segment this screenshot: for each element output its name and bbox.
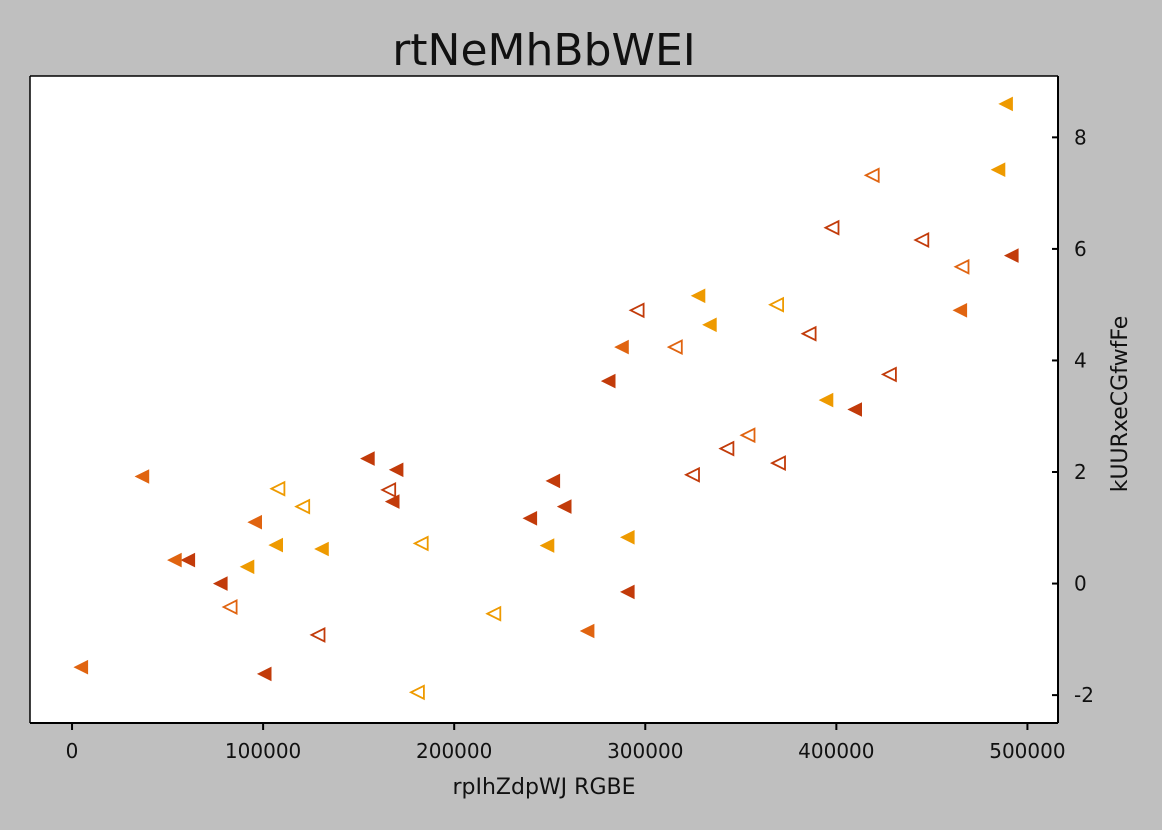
- data-point: [556, 499, 572, 514]
- x-tick-label: 200000: [416, 739, 492, 763]
- data-point: [683, 466, 700, 483]
- data-point: [628, 302, 645, 319]
- data-point: [768, 296, 784, 313]
- x-tick-label: 500000: [989, 739, 1065, 763]
- data-point: [818, 392, 834, 408]
- data-point: [522, 510, 538, 526]
- x-tick-label: 0: [66, 739, 79, 763]
- data-point: [998, 96, 1013, 112]
- data-points: [73, 96, 1019, 701]
- data-point: [690, 288, 706, 304]
- data-point: [539, 538, 555, 553]
- data-point: [614, 339, 629, 355]
- y-tick-label: 4: [1074, 348, 1087, 372]
- data-point: [800, 325, 817, 342]
- data-point: [247, 514, 262, 530]
- chart-title: rtNeMhBbWEI: [392, 25, 696, 76]
- x-tick-label: 100000: [225, 739, 301, 763]
- data-point: [545, 473, 561, 489]
- data-point: [702, 317, 717, 333]
- x-tick-label: 400000: [798, 739, 874, 763]
- data-point: [73, 659, 89, 675]
- data-point: [880, 366, 897, 383]
- data-point: [221, 599, 238, 615]
- data-point: [739, 427, 756, 444]
- data-point: [718, 440, 735, 457]
- x-ticks: 0 100000 200000 300000 400000 500000: [66, 723, 1066, 763]
- data-point: [408, 684, 425, 701]
- data-point: [863, 167, 880, 184]
- x-axis-label: rpIhZdpWJ RGBE: [452, 775, 635, 800]
- data-point: [666, 339, 683, 356]
- data-point: [256, 666, 272, 682]
- data-point: [485, 605, 502, 622]
- y-tick-label: 2: [1074, 460, 1087, 484]
- data-point: [380, 481, 397, 498]
- data-point: [913, 232, 930, 248]
- data-point: [823, 219, 840, 236]
- data-point: [600, 373, 616, 389]
- x-tick-label: 300000: [607, 739, 683, 763]
- data-point: [309, 626, 326, 643]
- plot-area: [30, 76, 1058, 723]
- data-point: [579, 623, 595, 639]
- data-point: [388, 462, 404, 478]
- data-point: [847, 402, 862, 417]
- data-point: [412, 535, 429, 552]
- data-point: [769, 455, 786, 472]
- data-point: [294, 498, 311, 515]
- data-point: [239, 559, 255, 575]
- data-point: [1003, 248, 1019, 263]
- data-point: [952, 302, 968, 318]
- y-tick-label: 8: [1074, 125, 1087, 149]
- data-point: [619, 529, 635, 545]
- data-point: [134, 469, 150, 484]
- data-point: [953, 258, 970, 275]
- y-ticks: -2 0 2 4 6 8: [1052, 125, 1094, 707]
- y-axis-label: kUURxeCGfwfFe: [1108, 316, 1133, 493]
- y-tick-label: 0: [1074, 572, 1087, 596]
- data-point: [990, 162, 1006, 178]
- data-point: [314, 541, 329, 557]
- data-point: [269, 480, 286, 497]
- data-point: [384, 494, 400, 509]
- data-point: [619, 584, 635, 600]
- data-point: [167, 552, 182, 568]
- data-point: [212, 576, 228, 591]
- data-point: [268, 537, 283, 553]
- data-point: [180, 552, 196, 568]
- data-point: [360, 451, 375, 466]
- y-tick-label: -2: [1074, 683, 1094, 707]
- y-tick-label: 6: [1074, 237, 1087, 261]
